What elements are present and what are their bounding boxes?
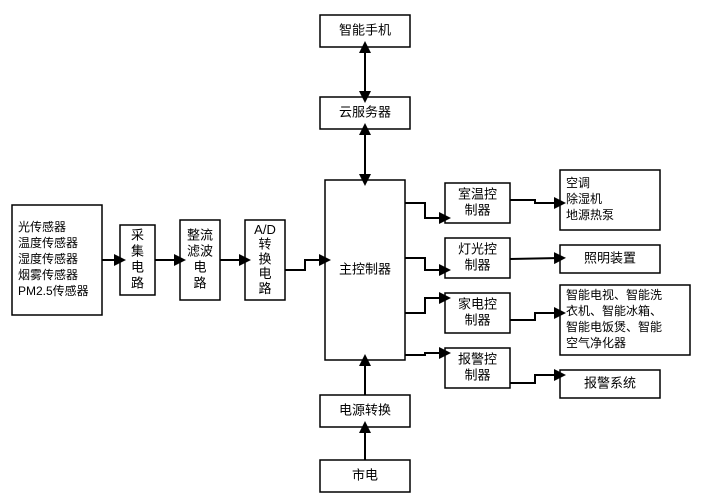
node-o_temp-line-0: 空调: [566, 176, 590, 190]
node-c_light-line-0: 灯光控: [458, 241, 497, 256]
node-cloud-line-0: 云服务器: [339, 104, 391, 119]
node-adc-line-1: 转: [258, 237, 271, 252]
node-o_light: 照明装置: [560, 245, 660, 273]
node-o_alarm-line-0: 报警系统: [584, 375, 636, 390]
edge-main-c_appl: [405, 298, 445, 313]
node-c_alarm-line-0: 报警控: [458, 351, 497, 366]
edge-main-c_light: [405, 258, 445, 270]
node-collect-line-3: 路: [131, 275, 144, 290]
node-o_alarm: 报警系统: [560, 370, 660, 398]
edge-c_temp-o_temp: [510, 200, 560, 203]
node-main: 主控制器: [325, 180, 405, 360]
node-o_temp-line-2: 地源热泵: [566, 208, 614, 222]
node-adc-line-0: A/D: [254, 222, 276, 237]
node-filter: 整流滤波电路: [180, 220, 220, 300]
edge-c_alarm-o_alarm: [510, 375, 560, 383]
node-sensors-line-0: 光传感器: [18, 219, 66, 234]
node-o_temp: 空调除湿机地源热泵: [560, 170, 660, 230]
node-c_temp: 室温控制器: [445, 183, 510, 223]
edge-c_appl-o_appl: [510, 313, 560, 320]
node-power-line-0: 电源转换: [339, 402, 391, 417]
node-power: 电源转换: [320, 395, 410, 427]
node-filter-line-2: 电: [193, 259, 206, 274]
node-filter-line-0: 整流: [187, 227, 213, 242]
node-c_light-line-1: 制器: [464, 257, 490, 272]
node-adc-line-2: 换: [258, 251, 271, 266]
node-o_temp-line-1: 除湿机: [566, 191, 602, 206]
node-adc-line-3: 电: [258, 266, 271, 281]
node-o_appl-line-3: 空气净化器: [566, 335, 626, 350]
node-phone: 智能手机: [320, 15, 410, 47]
edge-adc-main: [285, 260, 325, 270]
edge-main-c_temp: [405, 203, 445, 218]
node-mains-line-0: 市电: [352, 467, 378, 482]
node-o_appl: 智能电视、智能洗衣机、智能冰箱、智能电饭煲、智能空气净化器: [560, 285, 690, 355]
node-o_appl-line-1: 衣机、智能冰箱、: [566, 303, 662, 318]
node-collect-line-1: 集: [131, 243, 144, 258]
node-o_appl-line-0: 智能电视、智能洗: [566, 287, 662, 302]
node-collect-line-2: 电: [131, 259, 144, 274]
node-sensors-line-3: 烟雾传感器: [18, 267, 78, 282]
node-adc-line-4: 路: [258, 281, 271, 296]
node-sensors-line-4: PM2.5传感器: [18, 283, 89, 298]
node-collect-line-0: 采: [131, 227, 144, 242]
node-phone-line-0: 智能手机: [339, 22, 391, 37]
node-c_temp-line-1: 制器: [464, 202, 490, 217]
node-sensors-line-1: 温度传感器: [18, 235, 78, 250]
node-o_light-line-0: 照明装置: [584, 250, 636, 265]
node-main-line-0: 主控制器: [339, 261, 391, 276]
node-o_appl-line-2: 智能电饭煲、智能: [566, 319, 662, 334]
node-c_light: 灯光控制器: [445, 238, 510, 278]
node-c_appl: 家电控制器: [445, 293, 510, 333]
node-collect: 采集电路: [120, 225, 155, 295]
node-mains: 市电: [320, 460, 410, 492]
node-sensors: 光传感器温度传感器湿度传感器烟雾传感器PM2.5传感器: [12, 205, 102, 315]
node-sensors-line-2: 湿度传感器: [18, 251, 78, 266]
edge-c_light-o_light: [510, 258, 560, 259]
node-adc: A/D转换电路: [245, 220, 285, 300]
edge-main-c_alarm: [405, 353, 445, 355]
node-cloud: 云服务器: [320, 97, 410, 129]
node-c_temp-line-0: 室温控: [458, 186, 497, 201]
node-filter-line-1: 滤波: [187, 243, 213, 258]
node-filter-line-3: 路: [193, 275, 206, 290]
node-c_appl-line-1: 制器: [464, 312, 490, 327]
node-c_alarm-line-1: 制器: [464, 367, 490, 382]
node-c_alarm: 报警控制器: [445, 348, 510, 388]
system-block-diagram: 智能手机云服务器主控制器光传感器温度传感器湿度传感器烟雾传感器PM2.5传感器采…: [0, 0, 706, 500]
node-c_appl-line-0: 家电控: [458, 296, 497, 311]
